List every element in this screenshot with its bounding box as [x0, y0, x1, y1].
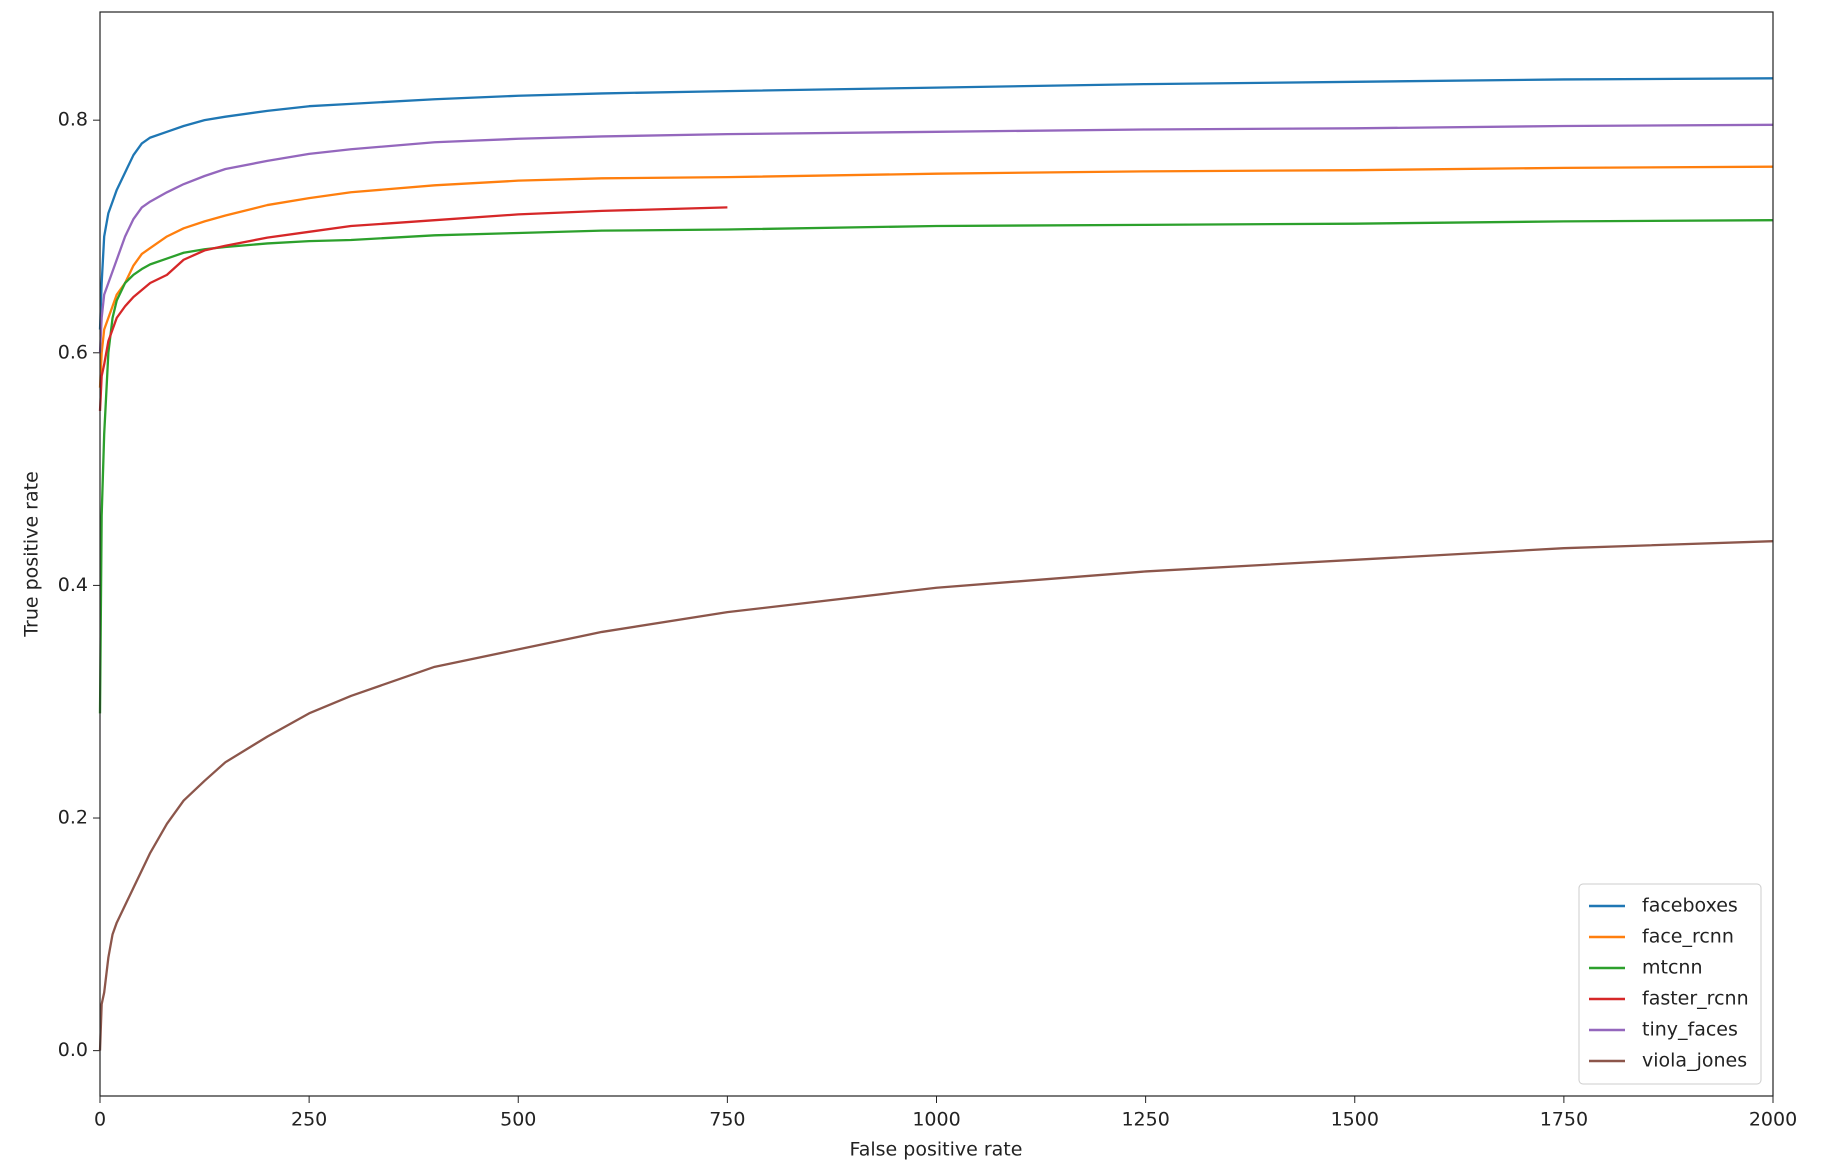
- legend-label: mtcnn: [1642, 957, 1703, 979]
- x-tick-label: 1500: [1331, 1109, 1379, 1131]
- series-line: [98, 123, 1774, 353]
- legend-label: tiny_faces: [1642, 1019, 1738, 1041]
- x-tick-label: 1000: [912, 1109, 960, 1131]
- series-line: [98, 219, 1774, 714]
- series-line: [98, 206, 728, 411]
- plot-frame: [99, 11, 1774, 1097]
- series-line: [98, 165, 1774, 388]
- x-tick-label: 2000: [1749, 1109, 1797, 1131]
- x-tick-label: 250: [291, 1109, 327, 1131]
- x-axis-label: False positive rate: [850, 1139, 1023, 1161]
- x-tick-label: 1250: [1121, 1109, 1169, 1131]
- legend-label: face_rcnn: [1642, 926, 1734, 948]
- legend-label: faster_rcnn: [1642, 988, 1749, 1010]
- legend-label: viola_jones: [1642, 1050, 1747, 1072]
- y-tick-label: 0.0: [58, 1039, 88, 1061]
- series-line: [98, 540, 1774, 1051]
- x-tick-label: 1750: [1540, 1109, 1588, 1131]
- y-tick-label: 0.2: [58, 807, 88, 829]
- x-tick-label: 750: [709, 1109, 745, 1131]
- y-tick-label: 0.4: [58, 574, 88, 596]
- y-axis-label: True positive rate: [21, 471, 43, 638]
- legend-box: [1578, 883, 1762, 1085]
- y-tick-label: 0.8: [58, 109, 88, 131]
- series-line: [98, 77, 1774, 330]
- x-tick-label: 0: [94, 1109, 106, 1131]
- y-tick-label: 0.6: [58, 341, 88, 363]
- x-tick-label: 500: [500, 1109, 536, 1131]
- legend-label: faceboxes: [1642, 895, 1738, 917]
